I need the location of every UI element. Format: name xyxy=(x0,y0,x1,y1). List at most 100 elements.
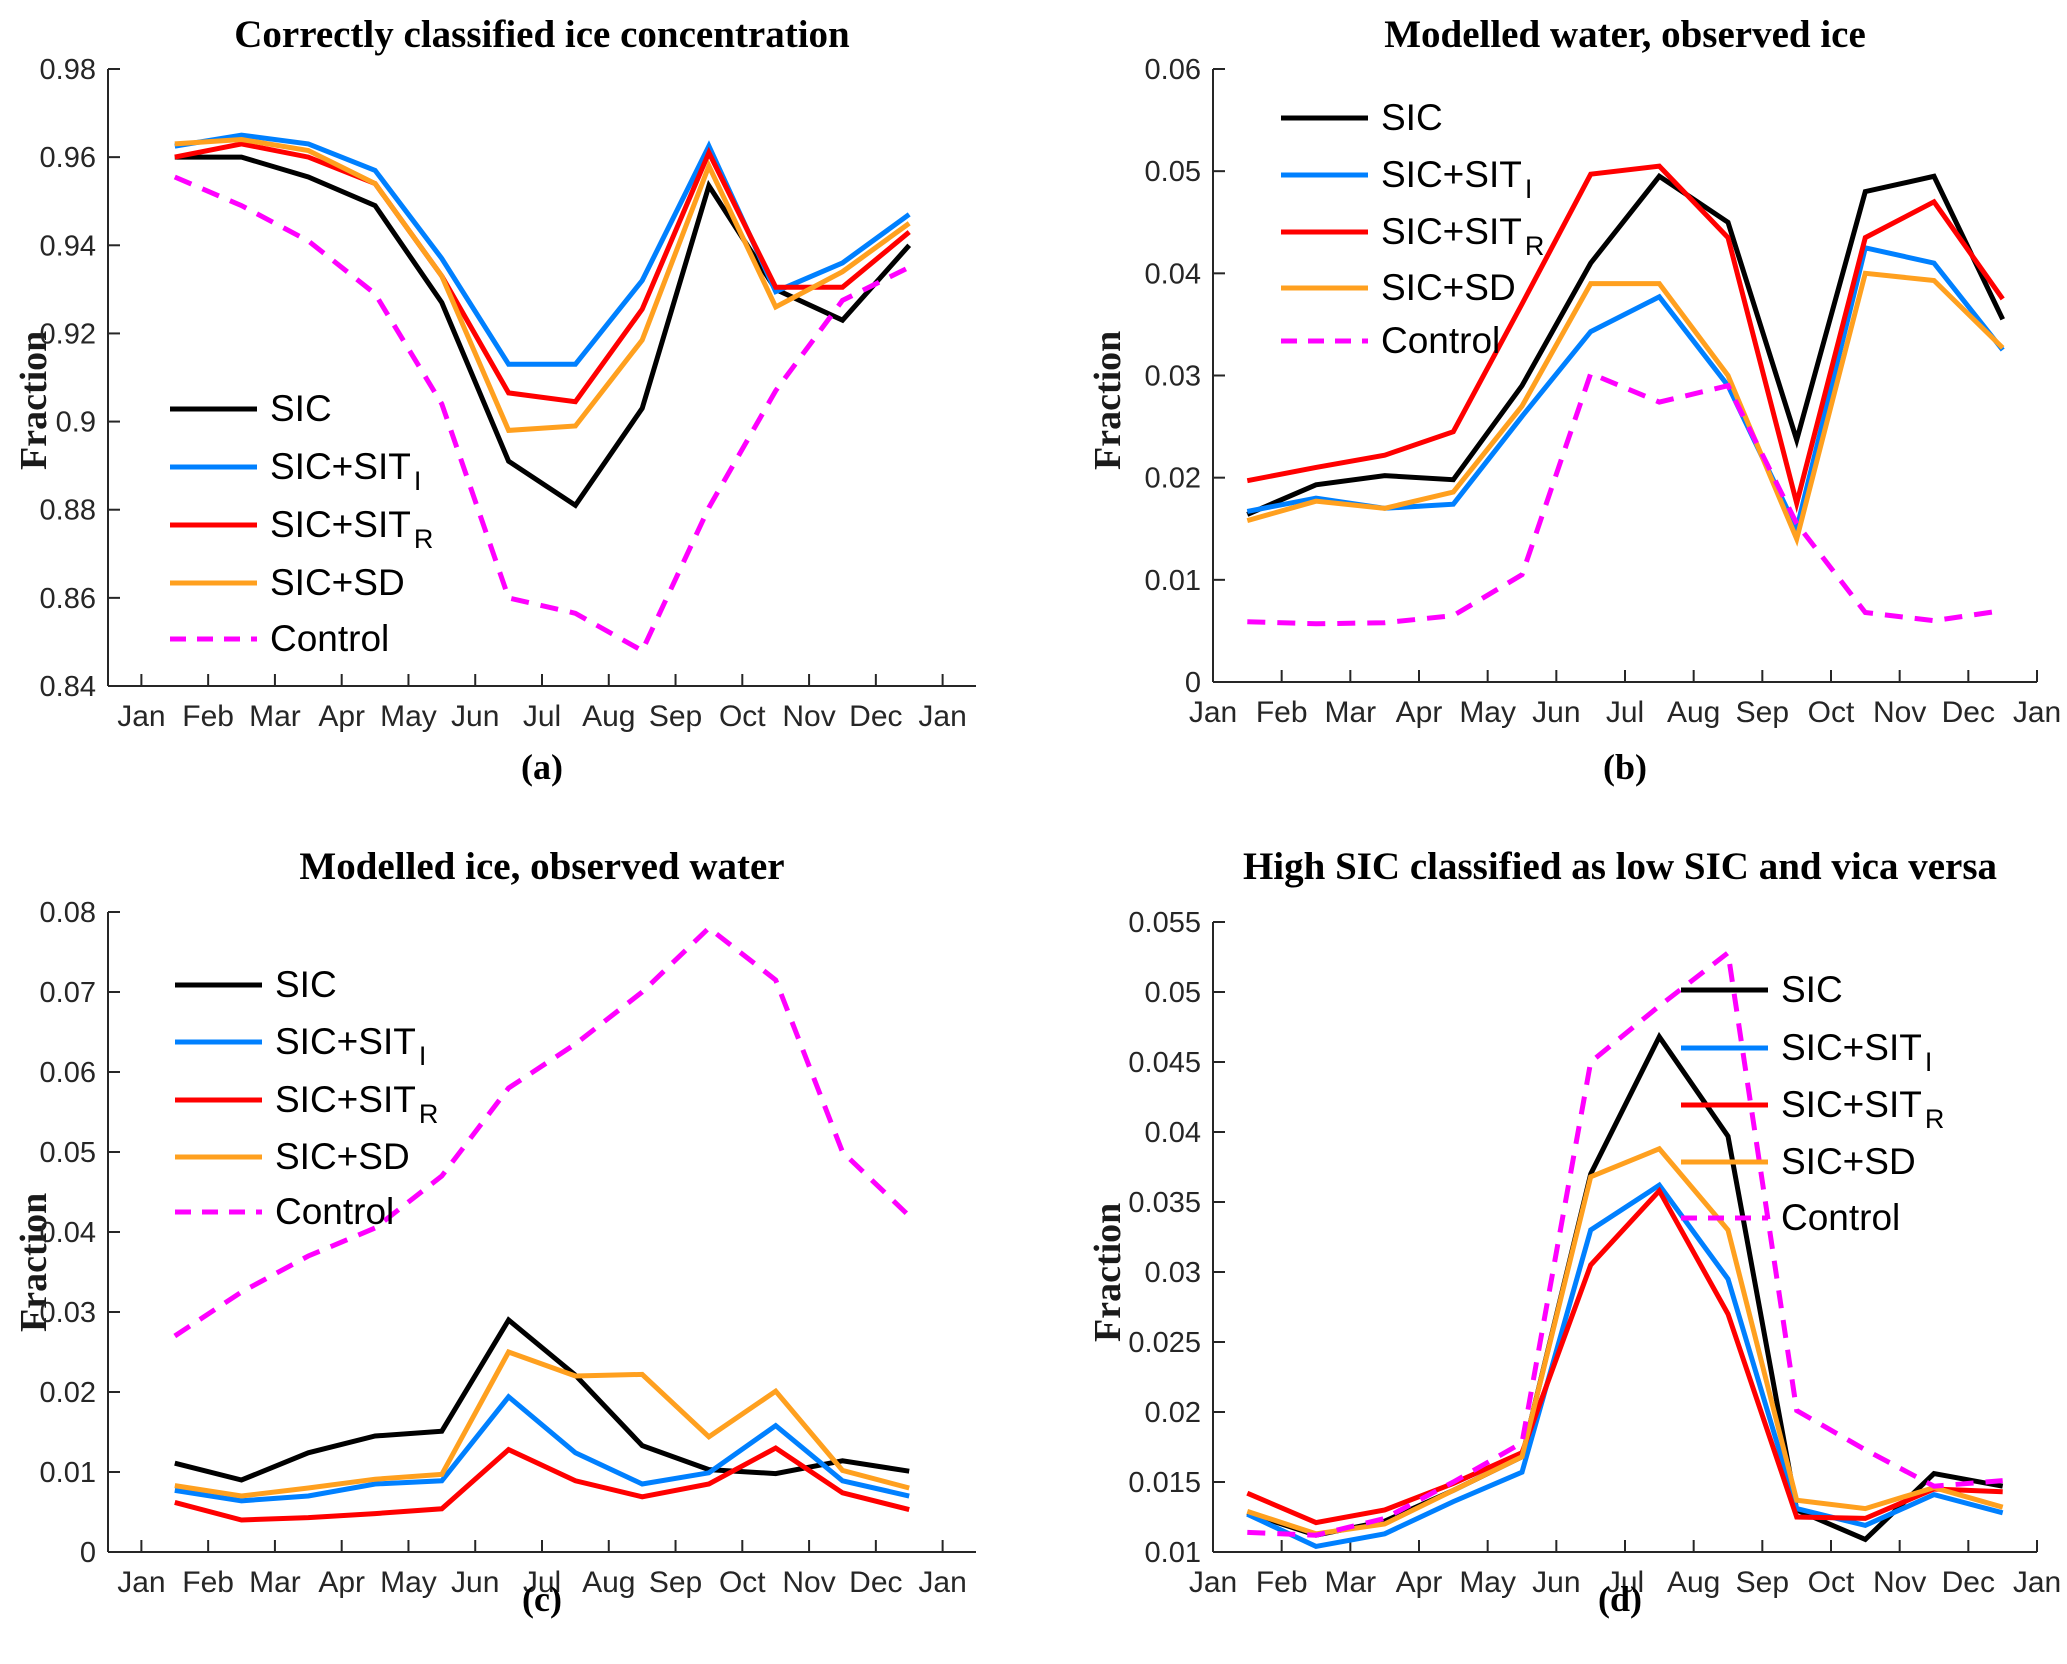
y-tick-label: 0.03 xyxy=(1145,361,1201,393)
x-tick-label: Mar xyxy=(249,700,301,733)
x-tick-label: May xyxy=(1459,1566,1516,1599)
panel-b-title: Modelled water, observed ice xyxy=(1384,13,1866,56)
x-tick-label: Dec xyxy=(1942,696,1995,729)
panel-c-title: Modelled ice, observed water xyxy=(299,845,785,888)
panel-a: Correctly classified ice concentration F… xyxy=(0,0,1033,832)
legend-label-SIC+SITR: SIC+SIT R xyxy=(275,1079,438,1129)
y-tick-label: 0.84 xyxy=(40,671,96,703)
series-SIC xyxy=(174,1316,910,1483)
x-tick-label: Jul xyxy=(523,700,561,733)
y-tick-label: 0.04 xyxy=(1145,258,1201,290)
x-tick-label: Aug xyxy=(1667,1566,1720,1599)
panel-d-plot: 0.01 0.015 0.02 0.025 0.03 0.035 0.04 0.045 0.05… xyxy=(1128,907,2061,1599)
x-tick-label: Jan xyxy=(918,700,966,733)
x-tick-label: Feb xyxy=(1256,696,1308,729)
x-tick-label: Jul xyxy=(523,1566,561,1599)
y-tick-label: 0.055 xyxy=(1128,907,1201,939)
x-tick-label: Dec xyxy=(849,1566,902,1599)
legend-label-Control: Control xyxy=(1381,320,1500,361)
x-tick-label: Nov xyxy=(782,1566,835,1599)
x-tick-label: May xyxy=(1459,696,1516,729)
panel-c-plot: 0 0.01 0.02 0.03 0.04 0.05 0.06 0.07 0.08 Jan Feb M… xyxy=(40,897,976,1599)
x-tick-label: Jan xyxy=(1189,1566,1237,1599)
legend-label-Control: Control xyxy=(1781,1197,1900,1238)
y-tick-label: 0.05 xyxy=(1145,156,1201,188)
series-SIC xyxy=(1246,172,2005,517)
y-tick-label: 0.045 xyxy=(1128,1047,1201,1079)
x-tick-label: Mar xyxy=(1324,1566,1376,1599)
x-tick-label: Sep xyxy=(649,1566,702,1599)
x-tick-label: Apr xyxy=(318,1566,365,1599)
y-tick-label: 0.98 xyxy=(40,54,96,86)
series-Control xyxy=(173,174,911,655)
legend-label-SIC+SITR: SIC+SIT R xyxy=(270,504,433,554)
x-tick-label: Apr xyxy=(1396,1566,1443,1599)
y-tick-label: 0.07 xyxy=(40,977,96,1009)
legend-label-SIC+SITR: SIC+SIT R xyxy=(1381,211,1544,261)
x-tick-label: Oct xyxy=(719,1566,766,1599)
legend-label-SIC+SITI: SIC+SIT I xyxy=(270,446,421,496)
y-tick-label: 0.025 xyxy=(1128,1327,1201,1359)
x-tick-label: May xyxy=(380,700,437,733)
legend-label-Control: Control xyxy=(270,618,389,659)
legend-label-SIC: SIC xyxy=(270,388,332,429)
panel-b-plot: 0 0.01 0.02 0.03 0.04 0.05 0.06 Jan Feb Mar Apr May… xyxy=(1145,54,2062,729)
x-tick-label: Aug xyxy=(1667,696,1720,729)
x-tick-label: Oct xyxy=(1808,1566,1855,1599)
y-tick-label: 0.88 xyxy=(40,495,96,527)
x-tick-label: Oct xyxy=(719,700,766,733)
panel-a-plot: 0.84 0.86 0.88 0.9 0.92 0.94 0.96 0.98 Jan Feb Mar… xyxy=(40,54,976,733)
y-tick-label: 0.04 xyxy=(1145,1117,1201,1149)
legend-label-SIC: SIC xyxy=(1781,969,1843,1010)
x-tick-label: Sep xyxy=(1736,1566,1789,1599)
series-SIC+SD xyxy=(174,136,911,434)
x-tick-label: Dec xyxy=(849,700,902,733)
x-tick-label: Sep xyxy=(649,700,702,733)
y-tick-label: 0.94 xyxy=(40,230,96,262)
x-tick-label: Jan xyxy=(2013,696,2061,729)
series-SIC+SITI xyxy=(1246,1181,2004,1550)
x-tick-label: May xyxy=(380,1566,437,1599)
legend-label-SIC+SITI: SIC+SIT I xyxy=(275,1021,426,1071)
legend-label-SIC: SIC xyxy=(275,964,337,1005)
x-tick-label: Jan xyxy=(1189,696,1237,729)
x-tick-label: Dec xyxy=(1942,1566,1995,1599)
panel-d: High SIC classified as low SIC and vica … xyxy=(1034,832,2067,1664)
x-tick-label: Feb xyxy=(1256,1566,1308,1599)
y-tick-label: 0.9 xyxy=(56,407,96,439)
y-tick-label: 0 xyxy=(1185,667,1201,699)
x-tick-label: Jun xyxy=(451,1566,499,1599)
x-tick-label: Apr xyxy=(1396,696,1443,729)
series-SIC+SITI xyxy=(174,1393,910,1504)
x-tick-label: Nov xyxy=(782,700,835,733)
x-tick-label: Jun xyxy=(451,700,499,733)
x-tick-label: Jan xyxy=(918,1566,966,1599)
x-tick-label: Jun xyxy=(1532,1566,1580,1599)
y-tick-label: 0.05 xyxy=(40,1137,96,1169)
y-tick-label: 0.05 xyxy=(1145,977,1201,1009)
legend-label-SIC+SD: SIC+SD xyxy=(275,1136,410,1177)
x-tick-label: Jul xyxy=(1606,1566,1644,1599)
x-tick-label: Aug xyxy=(582,700,635,733)
x-tick-label: Mar xyxy=(249,1566,301,1599)
y-tick-label: 0.92 xyxy=(40,318,96,350)
y-tick-label: 0.86 xyxy=(40,583,96,615)
y-tick-label: 0.02 xyxy=(1145,463,1201,495)
legend-label-SIC+SD: SIC+SD xyxy=(1781,1141,1916,1182)
y-tick-label: 0.01 xyxy=(1145,565,1201,597)
y-tick-label: 0.01 xyxy=(1145,1537,1201,1569)
series-SIC+SD xyxy=(1246,1145,2004,1537)
x-tick-label: Oct xyxy=(1808,696,1855,729)
series-SIC xyxy=(174,154,912,509)
y-tick-label: 0.02 xyxy=(1145,1397,1201,1429)
x-tick-label: Jul xyxy=(1606,696,1644,729)
x-tick-label: Nov xyxy=(1873,696,1926,729)
series-Control xyxy=(1247,948,2003,1538)
x-tick-label: Feb xyxy=(182,1566,234,1599)
x-tick-label: Feb xyxy=(182,700,234,733)
series-Control xyxy=(173,924,911,1339)
x-tick-label: Sep xyxy=(1736,696,1789,729)
